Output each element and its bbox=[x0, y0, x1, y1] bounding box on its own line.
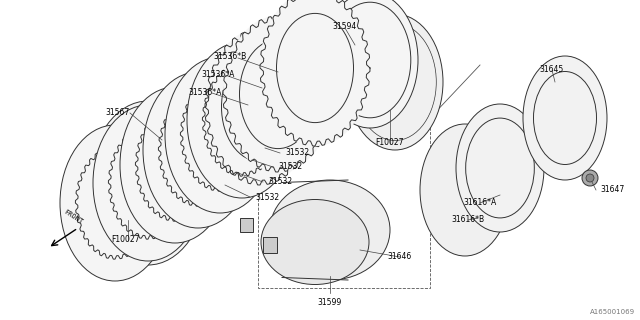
Text: 31532: 31532 bbox=[285, 148, 309, 157]
Ellipse shape bbox=[239, 39, 317, 148]
Ellipse shape bbox=[143, 72, 253, 228]
Text: 31532: 31532 bbox=[268, 177, 292, 186]
Text: FRONT: FRONT bbox=[63, 209, 84, 225]
Text: 31536*A: 31536*A bbox=[202, 70, 235, 79]
Ellipse shape bbox=[165, 57, 275, 213]
Bar bbox=[240, 218, 253, 232]
Ellipse shape bbox=[159, 94, 237, 206]
Ellipse shape bbox=[120, 87, 230, 243]
Text: 31536*B: 31536*B bbox=[213, 52, 246, 61]
Text: 31599: 31599 bbox=[318, 298, 342, 307]
Text: 31647: 31647 bbox=[600, 185, 624, 194]
Text: F10027: F10027 bbox=[111, 235, 140, 244]
Ellipse shape bbox=[76, 147, 155, 259]
Ellipse shape bbox=[221, 52, 298, 162]
Ellipse shape bbox=[202, 64, 282, 176]
Text: 31646: 31646 bbox=[388, 252, 412, 261]
Ellipse shape bbox=[205, 29, 315, 185]
Ellipse shape bbox=[108, 127, 188, 239]
Text: F10027: F10027 bbox=[376, 138, 404, 147]
Ellipse shape bbox=[260, 0, 370, 146]
Ellipse shape bbox=[456, 104, 544, 232]
Text: 31536*A: 31536*A bbox=[188, 88, 221, 97]
Ellipse shape bbox=[276, 13, 353, 123]
Text: 31616*A: 31616*A bbox=[463, 198, 497, 207]
Ellipse shape bbox=[136, 109, 214, 221]
Text: 31532: 31532 bbox=[255, 193, 279, 202]
Ellipse shape bbox=[90, 101, 206, 265]
Ellipse shape bbox=[261, 199, 369, 284]
Ellipse shape bbox=[223, 16, 333, 172]
Text: 31567: 31567 bbox=[106, 108, 130, 117]
Ellipse shape bbox=[270, 180, 390, 280]
Ellipse shape bbox=[180, 79, 260, 191]
Text: 31594: 31594 bbox=[333, 22, 357, 31]
Ellipse shape bbox=[93, 105, 203, 261]
Ellipse shape bbox=[523, 56, 607, 180]
Ellipse shape bbox=[60, 125, 170, 281]
Bar bbox=[258, 118, 430, 288]
Text: 31616*B: 31616*B bbox=[451, 215, 484, 224]
Circle shape bbox=[582, 170, 598, 186]
Text: A165001069: A165001069 bbox=[590, 309, 635, 315]
Bar bbox=[263, 237, 277, 253]
Ellipse shape bbox=[322, 0, 418, 128]
Ellipse shape bbox=[347, 14, 443, 150]
Ellipse shape bbox=[420, 124, 510, 256]
Circle shape bbox=[586, 174, 594, 182]
Text: 31532: 31532 bbox=[278, 162, 302, 171]
Ellipse shape bbox=[187, 42, 297, 198]
Text: 31645: 31645 bbox=[540, 65, 564, 74]
